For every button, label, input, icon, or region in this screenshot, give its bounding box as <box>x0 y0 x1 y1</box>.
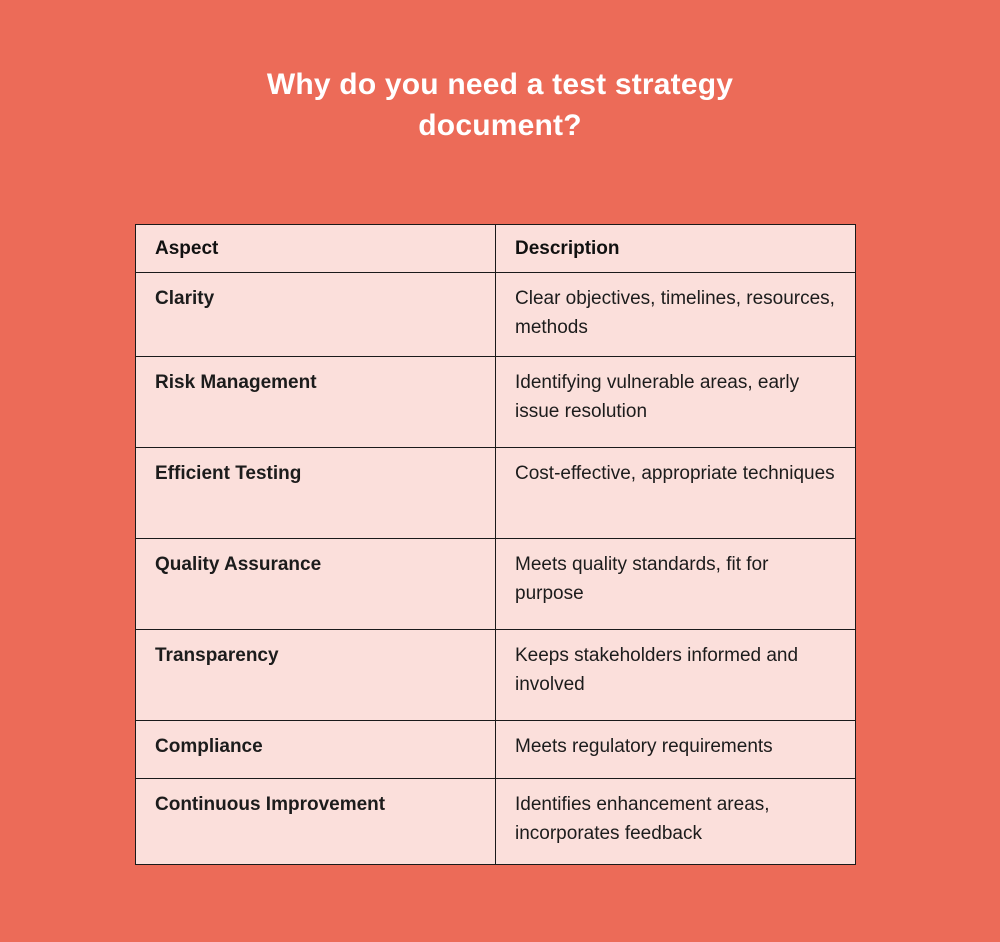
table-row: Quality Assurance Meets quality standard… <box>135 538 856 630</box>
table-header-aspect: Aspect <box>135 224 496 273</box>
description-cell: Clear objectives, timelines, resources, … <box>495 272 856 357</box>
table-header-row: Aspect Description <box>135 224 856 273</box>
description-cell: Meets quality standards, fit for purpose <box>495 538 856 630</box>
table-row: Efficient Testing Cost-effective, approp… <box>135 447 856 539</box>
aspect-cell: Transparency <box>135 629 496 721</box>
table-row: Transparency Keeps stakeholders informed… <box>135 629 856 721</box>
aspect-cell: Clarity <box>135 272 496 357</box>
table-row: Clarity Clear objectives, timelines, res… <box>135 272 856 357</box>
table-row: Compliance Meets regulatory requirements <box>135 720 856 779</box>
aspect-cell: Risk Management <box>135 356 496 448</box>
description-cell: Meets regulatory requirements <box>495 720 856 779</box>
table-row: Risk Management Identifying vulnerable a… <box>135 356 856 448</box>
table-header-description: Description <box>495 224 856 273</box>
description-cell: Identifying vulnerable areas, early issu… <box>495 356 856 448</box>
page-title: Why do you need a test strategy document… <box>266 68 734 142</box>
aspect-description-table: Aspect Description Clarity Clear objecti… <box>135 224 856 865</box>
aspect-cell: Continuous Improvement <box>135 778 496 865</box>
description-cell: Cost-effective, appropriate techniques <box>495 447 856 539</box>
description-cell: Keeps stakeholders informed and involved <box>495 629 856 721</box>
aspect-cell: Efficient Testing <box>135 447 496 539</box>
aspect-cell: Quality Assurance <box>135 538 496 630</box>
aspect-cell: Compliance <box>135 720 496 779</box>
table-row: Continuous Improvement Identifies enhanc… <box>135 778 856 865</box>
description-cell: Identifies enhancement areas, incorporat… <box>495 778 856 865</box>
